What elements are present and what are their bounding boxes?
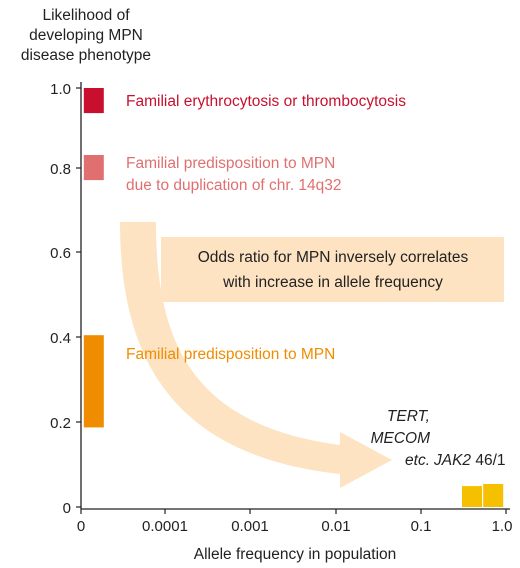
annotation-tert: TERT, bbox=[387, 408, 430, 425]
annotation-familial-erythrocytosis: Familial erythrocytosis or thrombocytosi… bbox=[126, 93, 406, 110]
callout-text-line-1: Odds ratio for MPN inversely correlates bbox=[198, 249, 469, 266]
callout-text-line-2: with increase in allele frequency bbox=[222, 274, 443, 291]
annotation-etc: etc. bbox=[405, 452, 430, 469]
x-axis-title: Allele frequency in population bbox=[194, 546, 397, 563]
x-ticks: 0 0.0001 0.001 0.01 0.1 1.0 bbox=[77, 509, 513, 535]
y-tick-label: 0.4 bbox=[50, 330, 71, 347]
annotation-jak2-suffix: 46/1 bbox=[471, 452, 505, 469]
bars bbox=[83, 88, 504, 507]
bar-3 bbox=[83, 335, 104, 428]
y-axis-title-line-1: Likelihood of bbox=[42, 7, 130, 24]
annotation-jak2-italic: JAK2 bbox=[433, 452, 471, 469]
y-axis-title-line-3: disease phenotype bbox=[21, 47, 151, 64]
x-tick-label: 0.0001 bbox=[142, 518, 188, 535]
y-axis-title: Likelihood of developing MPN disease phe… bbox=[21, 7, 151, 64]
y-axis-title-line-2: developing MPN bbox=[29, 27, 143, 44]
bar-2 bbox=[83, 155, 104, 181]
x-tick-label: 0.001 bbox=[231, 518, 269, 535]
annotation-14q32-line-2: due to duplication of chr. 14q32 bbox=[126, 177, 341, 194]
annotation-mecom: MECOM bbox=[371, 430, 431, 447]
y-tick-label: 0.2 bbox=[50, 415, 71, 432]
bar-4 bbox=[462, 486, 482, 507]
y-tick-label: 0.6 bbox=[50, 245, 71, 262]
x-tick-label: 0 bbox=[77, 518, 85, 535]
x-tick-label: 0.1 bbox=[411, 518, 432, 535]
callout-box bbox=[161, 237, 504, 302]
trend-arrow bbox=[120, 222, 392, 488]
bar-5 bbox=[483, 484, 504, 507]
y-tick-label: 0 bbox=[63, 500, 71, 517]
bar-1 bbox=[83, 88, 104, 114]
annotation-familial-predisposition: Familial predisposition to MPN bbox=[126, 346, 335, 363]
annotation-jak2: JAK2 46/1 bbox=[433, 452, 506, 469]
x-tick-label: 0.01 bbox=[321, 518, 350, 535]
x-tick-label: 1.0 bbox=[492, 518, 513, 535]
y-tick-label: 1.0 bbox=[50, 81, 71, 98]
annotation-14q32-line-1: Familial predisposition to MPN bbox=[126, 155, 335, 172]
y-tick-label: 0.8 bbox=[50, 161, 71, 178]
y-ticks: 0 0.2 0.4 0.6 0.8 1.0 bbox=[50, 81, 81, 517]
